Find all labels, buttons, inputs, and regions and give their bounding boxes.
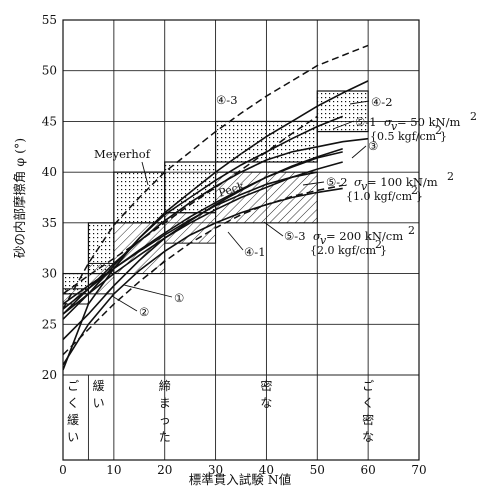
hatched-areas: [62, 90, 369, 305]
zone-label-char: ご: [362, 378, 374, 393]
label-c2: ②: [139, 305, 149, 319]
y-tick-label: 50: [42, 64, 57, 78]
curves: [63, 44, 369, 371]
y-tick-label: 30: [42, 267, 57, 281]
label-c5-2-sub: v: [361, 180, 368, 193]
label-c5-2-alt-sup: 2: [411, 184, 418, 197]
label-c5-3-val: = 200 kN/cm: [326, 229, 403, 243]
zone-label-char: 緩: [93, 379, 105, 393]
zone-label-char: な: [260, 396, 272, 410]
zone-label-char: い: [93, 396, 105, 410]
zone-label-char: く: [67, 396, 79, 410]
label-c5-2-sup: 2: [447, 170, 454, 183]
label-c5-2-num: ⑤-2: [326, 175, 348, 189]
label-c5-3-alt-sup: 2: [375, 238, 382, 251]
label-c5-3-sub: v: [320, 234, 327, 247]
plot-frame: [62, 19, 420, 461]
label-c5-1-val: = 50 kN/m: [397, 115, 460, 129]
axes: 0 10 20 30 40 50 60 70 20 25 30 35 40 45 50 55: [42, 13, 427, 477]
x-tick-label: 40: [259, 463, 274, 477]
label-c1: ①: [174, 291, 184, 305]
x-tick-label: 10: [106, 463, 121, 477]
hatched-step: [113, 222, 166, 275]
label-c5-3-sup: 2: [408, 224, 415, 237]
zone-label-char: い: [67, 430, 79, 444]
y-tick-label: 40: [42, 165, 57, 179]
label-c5-1-alt: {0.5 kgf/cm: [370, 130, 437, 143]
curve: [63, 171, 318, 305]
curve: [63, 161, 343, 315]
zone-label-char: な: [362, 430, 374, 444]
zone-label-char: ま: [159, 396, 171, 410]
label-c5-2-alt: {1.0 kgf/cm: [346, 190, 413, 203]
y-tick-label: 25: [42, 317, 57, 331]
curve: [63, 115, 318, 295]
label-c5-2-alt-end: }: [416, 190, 423, 203]
zone-label-char: 密: [260, 378, 272, 393]
y-tick-label: 20: [42, 368, 57, 382]
zone-label-char: た: [159, 430, 171, 444]
y-tick-label: 35: [42, 216, 57, 230]
zone-label-char: く: [362, 396, 374, 410]
y-tick-label: 55: [42, 13, 57, 27]
x-tick-label: 30: [208, 463, 223, 477]
curve: [63, 44, 369, 310]
zone-label-char: 締: [159, 378, 171, 393]
zone-label-char: 密: [362, 412, 374, 427]
label-c5-3-alt-end: }: [380, 244, 387, 257]
label-c5-1-alt-sup: 2: [435, 124, 442, 137]
x-tick-label: 70: [411, 463, 426, 477]
curve: [63, 151, 343, 310]
label-c5-1-sig: σ: [384, 115, 393, 129]
cross-hatched-step: [316, 90, 369, 133]
x-tick-label: 60: [361, 463, 376, 477]
label-meyerhof: Meyerhof: [94, 147, 151, 161]
label-c4-1: ④-1: [244, 245, 266, 259]
label-c5-3-alt: {2.0 kgf/cm: [310, 244, 377, 257]
label-c4-2: ④-2: [371, 95, 393, 109]
label-c4-3: ④-3: [216, 93, 238, 107]
y-tick-label: 45: [42, 114, 57, 128]
x-tick-label: 50: [310, 463, 325, 477]
zone-label-char: 緩: [67, 413, 79, 427]
curve: [63, 184, 343, 356]
x-tick-label: 20: [157, 463, 172, 477]
hatched-step: [215, 171, 318, 224]
leader-lines: [111, 100, 370, 312]
x-axis-title: 標準貫入試験 N値: [189, 472, 291, 487]
curve: [63, 137, 369, 315]
x-tick-label: 0: [59, 463, 67, 477]
y-axis-title: 砂の内部摩擦角 φ (°): [12, 138, 27, 258]
label-c5-3-sig: σ: [313, 229, 322, 243]
label-c5-1-alt-end: }: [440, 130, 447, 143]
curve: [63, 187, 343, 366]
curve: [63, 115, 343, 371]
label-c5-1-num: ⑤-1: [355, 115, 377, 129]
label-c3: ③: [368, 139, 378, 153]
label-c5-1-sub: v: [391, 120, 398, 133]
curve: [63, 80, 369, 320]
label-c5-3-num: ⑤-3: [284, 229, 306, 243]
label-c5-2-sig: σ: [354, 175, 363, 189]
zone-label-char: っ: [159, 413, 171, 427]
label-c5-1-sup: 2: [470, 110, 477, 123]
zone-label-char: ご: [67, 378, 79, 393]
label-c5-2-val: = 100 kN/m: [367, 175, 438, 189]
